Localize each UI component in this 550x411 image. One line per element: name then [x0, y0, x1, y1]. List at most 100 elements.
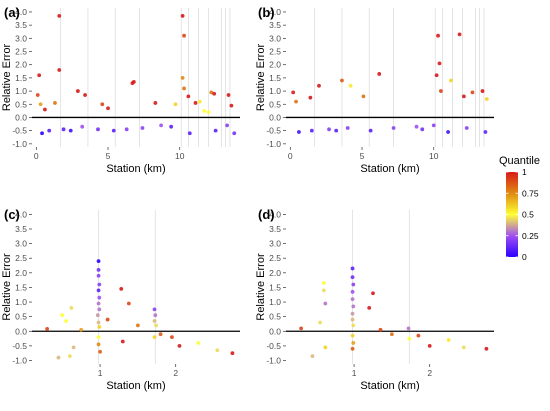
- data-point: [43, 107, 47, 112]
- data-point: [83, 93, 87, 97]
- data-point: [105, 317, 110, 322]
- data-point: [483, 130, 488, 134]
- data-point: [57, 14, 62, 18]
- x-tick-label: 10: [175, 151, 185, 161]
- x-tick-label: 0: [288, 151, 293, 161]
- data-point: [158, 332, 163, 337]
- legend-label: 0: [522, 252, 527, 262]
- data-point: [434, 73, 439, 78]
- data-point: [427, 343, 432, 348]
- data-point: [153, 101, 158, 105]
- data-point: [340, 78, 344, 83]
- y-tick-label: 0.0: [269, 112, 281, 122]
- data-point: [130, 81, 135, 86]
- y-tick-label: 3.0: [269, 33, 281, 43]
- data-point: [436, 33, 440, 38]
- data-point: [420, 127, 425, 132]
- data-point: [64, 319, 68, 323]
- legend-label: 0.5: [522, 210, 534, 220]
- data-point: [120, 339, 125, 344]
- data-point: [187, 131, 192, 136]
- y-tick-label: -0.5: [266, 126, 281, 136]
- y-tick-label: 0.0: [269, 326, 281, 336]
- data-point: [79, 327, 84, 332]
- data-point: [169, 124, 174, 129]
- x-axis-title: Station (km): [106, 163, 165, 175]
- data-point: [96, 273, 101, 278]
- x-tick-label: 10: [429, 151, 439, 161]
- data-point: [152, 335, 157, 340]
- data-point: [96, 301, 101, 306]
- data-point: [361, 94, 366, 99]
- plot-area: [286, 210, 494, 364]
- data-point: [76, 89, 80, 93]
- y-tick-label: 1.5: [15, 282, 27, 292]
- y-axis-title: Relative Error: [255, 253, 267, 321]
- data-point: [350, 311, 355, 316]
- data-point: [96, 288, 101, 293]
- data-point: [371, 291, 375, 296]
- data-point: [350, 333, 355, 338]
- x-tick-label: 1: [98, 368, 103, 378]
- data-point: [106, 106, 110, 111]
- y-tick-label: 3.5: [15, 224, 27, 234]
- panel-3: -1.0 -0.5 0.0 0.5 1.0 1.5 2.0 2.5 3.0 3.5 4.0 1 2 Sta…: [255, 207, 494, 392]
- x-axis-title: Station (km): [360, 380, 419, 392]
- data-point: [484, 346, 489, 351]
- data-point: [457, 32, 462, 37]
- x-tick-label: 2: [427, 368, 432, 378]
- data-point: [470, 90, 475, 95]
- y-tick-label: 2.5: [269, 47, 281, 57]
- data-point: [124, 127, 129, 132]
- data-point: [368, 128, 373, 133]
- y-tick-label: -1.0: [12, 355, 27, 365]
- y-tick-label: 0.5: [15, 99, 27, 109]
- data-point: [299, 326, 304, 331]
- data-point: [351, 323, 356, 328]
- y-axis-title: Relative Error: [255, 44, 267, 112]
- data-point: [350, 266, 355, 271]
- y-tick-label: 1.0: [269, 86, 281, 96]
- data-point: [170, 335, 174, 340]
- data-point: [95, 313, 100, 318]
- y-tick-label: 0.0: [15, 112, 27, 122]
- data-point: [310, 354, 315, 359]
- data-point: [350, 317, 355, 322]
- data-point: [197, 99, 202, 104]
- data-point: [294, 99, 298, 104]
- x-tick-label: 5: [106, 151, 111, 161]
- data-point: [97, 324, 102, 329]
- data-point: [350, 289, 355, 294]
- data-point: [35, 93, 40, 97]
- panel-label: (d): [258, 207, 275, 222]
- data-point: [334, 128, 339, 133]
- x-tick-label: 0: [34, 151, 39, 161]
- y-tick-label: 3.0: [269, 239, 281, 249]
- y-tick-label: 1.5: [269, 73, 281, 83]
- data-point: [406, 326, 411, 331]
- data-point: [229, 103, 234, 108]
- data-point: [206, 110, 211, 115]
- y-tick-label: -1.0: [12, 139, 27, 149]
- panel-label: (c): [4, 207, 20, 222]
- data-point: [350, 297, 355, 302]
- data-point: [152, 307, 157, 312]
- x-tick-label: 2: [173, 368, 178, 378]
- legend-label: 0.75: [522, 188, 539, 198]
- data-point: [96, 320, 101, 325]
- y-tick-label: 2.0: [15, 268, 27, 278]
- data-point: [215, 348, 220, 353]
- data-point: [407, 336, 412, 341]
- data-point: [350, 275, 355, 280]
- x-tick-label: 1: [352, 368, 357, 378]
- data-point: [177, 343, 182, 348]
- y-tick-label: 1.5: [15, 73, 27, 83]
- data-point: [97, 295, 102, 300]
- y-tick-label: -1.0: [266, 355, 281, 365]
- plot-area: [286, 8, 494, 147]
- y-tick-label: 4.0: [269, 209, 281, 219]
- y-tick-label: 0.5: [269, 99, 281, 109]
- data-point: [111, 128, 116, 133]
- data-point: [153, 313, 158, 318]
